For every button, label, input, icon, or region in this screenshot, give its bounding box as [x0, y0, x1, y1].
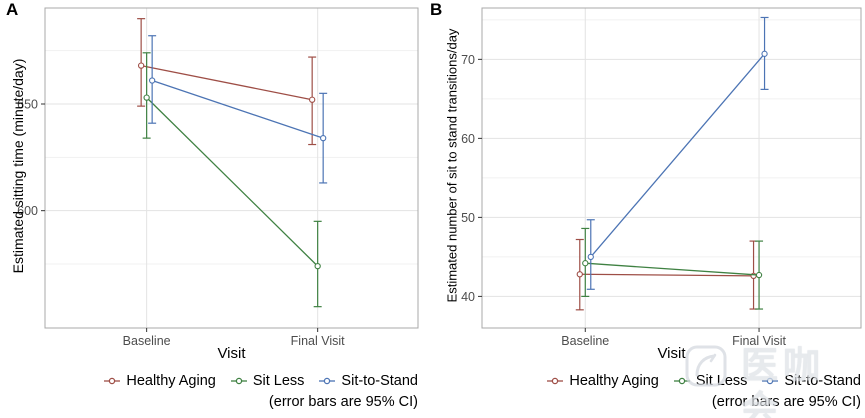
legend-item-sit-less: Sit Less: [230, 373, 305, 389]
series-line: [585, 262, 760, 276]
pointrange-marker-icon: [547, 377, 564, 385]
pointrange-marker-icon: [673, 377, 690, 385]
y-tick-label: 50: [461, 211, 475, 225]
y-tick-label: 650: [17, 98, 38, 112]
pointrange-marker-icon: [319, 377, 336, 385]
data-point: [761, 50, 768, 57]
error-bar-note-b: (error bars are 95% CI): [711, 394, 861, 410]
pointrange-marker-icon: [762, 377, 779, 385]
series-line: [579, 273, 754, 277]
y-tick-label: 70: [461, 53, 475, 67]
legend-item-healthy-aging: Healthy Aging: [103, 373, 216, 389]
panel-a-plot: 600 650 Baseline Final Visit: [17, 7, 419, 348]
legend-label: Healthy Aging: [569, 373, 659, 389]
data-point: [587, 253, 594, 261]
x-tick-label: Final Visit: [291, 334, 345, 348]
data-point: [309, 96, 316, 103]
legend-item-sit-to-stand: Sit-to-Stand: [318, 373, 418, 389]
y-axis-title-b: Estimated number of sit to stand transit…: [444, 28, 460, 303]
y-tick-label: 40: [461, 290, 475, 304]
legend-item-sit-to-stand: Sit-to-Stand: [761, 373, 861, 389]
panel-label-b: B: [430, 0, 443, 19]
plot-area: [45, 8, 418, 328]
x-axis-title-a: Visit: [217, 345, 246, 362]
data-point: [320, 134, 327, 142]
panel-border: [481, 7, 862, 329]
series-line: [590, 53, 766, 258]
data-point: [582, 260, 589, 267]
data-point: [314, 262, 321, 270]
x-axis-title-b: Visit: [657, 345, 686, 362]
error-bar-note-a: (error bars are 95% CI): [268, 394, 418, 410]
pointrange-marker-icon: [230, 377, 247, 385]
legend-item-sit-less: Sit Less: [673, 373, 748, 389]
panel-b-plot: 40 50 60 70 Baseline Final Visit: [461, 7, 862, 348]
legend-item-healthy-aging: Healthy Aging: [546, 373, 659, 389]
y-tick-label: 60: [461, 132, 475, 146]
legend-label: Sit-to-Stand: [341, 373, 418, 389]
x-tick-label: Baseline: [561, 334, 609, 348]
legend-label: Sit Less: [695, 373, 748, 389]
data-point: [576, 271, 583, 278]
plot-area: [482, 8, 861, 328]
legend-label: Sit-to-Stand: [784, 373, 861, 389]
y-axis-title-a: Estimated sitting time (minute/day): [10, 58, 26, 274]
series-line: [151, 79, 324, 139]
legend-label: Healthy Aging: [126, 373, 216, 389]
data-point: [755, 271, 763, 279]
pointrange-marker-icon: [104, 377, 121, 385]
series-line: [141, 64, 313, 101]
x-tick-label: Final Visit: [732, 334, 786, 348]
panel-label-a: A: [6, 0, 19, 19]
data-point: [148, 77, 156, 84]
legend-panel-b: Healthy Aging Sit Less Sit-to-Stand: [482, 373, 861, 389]
legend-panel-a: Healthy Aging Sit Less Sit-to-Stand: [45, 373, 418, 389]
legend-label: Sit Less: [252, 373, 305, 389]
series-line: [146, 97, 319, 267]
panel-border: [44, 7, 419, 329]
data-point: [137, 62, 145, 69]
data-point: [143, 94, 150, 101]
x-tick-label: Baseline: [123, 334, 171, 348]
y-tick-label: 600: [17, 204, 38, 218]
